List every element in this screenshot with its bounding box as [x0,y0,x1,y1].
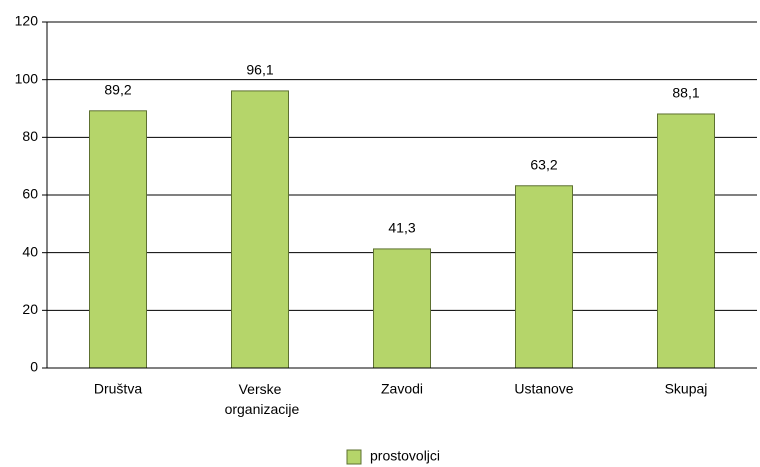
bar [657,113,715,369]
legend-label: prostovoljci [370,448,440,464]
y-tick-label: 80 [22,128,38,144]
x-tick-label: Ustanove [514,381,573,397]
legend-swatch [346,449,362,465]
data-label: 96,1 [246,62,273,78]
y-tick-label: 100 [15,70,39,86]
y-tick-label: 120 [15,13,39,29]
x-tick-label-line: organizacije [221,401,300,417]
y-tick-label: 20 [22,301,38,317]
x-tick-label: Zavodi [381,381,423,397]
bar [515,185,573,369]
x-tick-label: Skupaj [665,381,708,397]
x-tick-label: Verske organizacije [221,381,300,417]
data-label: 41,3 [388,220,415,236]
bar [373,248,431,369]
bar [89,110,147,369]
y-tick-label: 40 [22,243,38,259]
data-label: 63,2 [530,156,557,172]
x-tick-label-line: Verske [239,381,282,397]
y-tick-label: 60 [22,186,38,202]
data-label: 88,1 [672,85,699,101]
x-tick-label: Društva [94,381,142,397]
data-label: 89,2 [104,82,131,98]
y-tick-label: 0 [30,359,38,375]
bar [231,90,289,369]
